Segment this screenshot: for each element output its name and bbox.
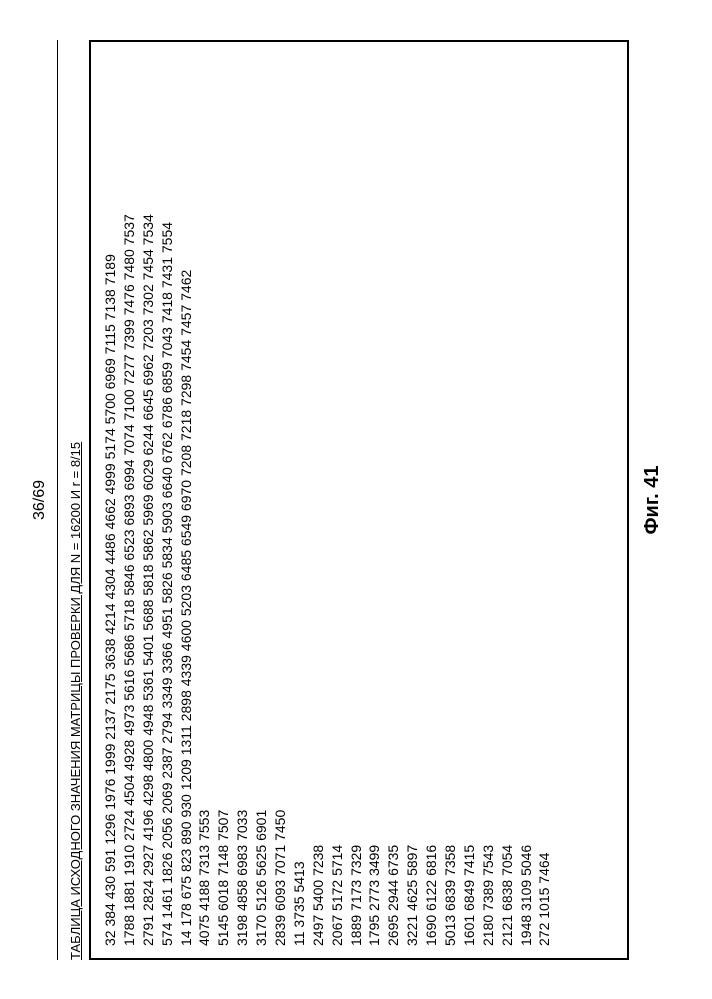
data-row: 1601 6849 7415 <box>460 54 479 946</box>
data-row: 14 178 675 823 890 930 1209 1311 2898 43… <box>177 54 196 946</box>
data-row: 32 384 430 591 1296 1976 1999 2137 2175 … <box>101 54 120 946</box>
data-row: 3170 5126 5625 6901 <box>252 54 271 946</box>
page-number: 36/69 <box>31 40 49 960</box>
data-row: 3198 4858 6983 7033 <box>233 54 252 946</box>
data-row: 574 1461 1826 2056 2069 2387 2794 3349 3… <box>158 54 177 946</box>
data-row: 1795 2773 3499 <box>365 54 384 946</box>
data-row: 1690 6122 6816 <box>422 54 441 946</box>
data-row: 2180 7389 7543 <box>479 54 498 946</box>
data-row: 11 3735 5413 <box>290 54 309 946</box>
data-row: 2497 5400 7238 <box>309 54 328 946</box>
data-row: 5145 6018 7148 7507 <box>214 54 233 946</box>
data-row: 2695 2944 6735 <box>384 54 403 946</box>
data-row: 2121 6838 7054 <box>498 54 517 946</box>
data-row: 5013 6839 7358 <box>441 54 460 946</box>
data-row: 2839 6093 7071 7450 <box>271 54 290 946</box>
data-row: 1948 3109 5046 <box>517 54 536 946</box>
data-row: 2791 2824 2927 4196 4298 4800 4948 5361 … <box>139 54 158 946</box>
data-row: 1788 1881 1910 2724 4504 4928 4973 5616 … <box>120 54 139 946</box>
data-row: 4075 4188 7313 7553 <box>195 54 214 946</box>
page-wrapper: 36/69 ТАБЛИЦА ИСХОДНОГО ЗНАЧЕНИЯ МАТРИЦЫ… <box>31 40 681 960</box>
data-content: 32 384 430 591 1296 1976 1999 2137 2175 … <box>101 54 554 946</box>
figure-label: Фиг. 41 <box>641 40 664 960</box>
data-row: 1889 7173 7329 <box>347 54 366 946</box>
data-row: 3221 4625 5897 <box>403 54 422 946</box>
data-row: 2067 5172 5714 <box>328 54 347 946</box>
data-row: 272 1015 7464 <box>535 54 554 946</box>
table-title: ТАБЛИЦА ИСХОДНОГО ЗНАЧЕНИЯ МАТРИЦЫ ПРОВЕ… <box>68 40 83 960</box>
header-line <box>57 40 58 960</box>
data-box: 32 384 430 591 1296 1976 1999 2137 2175 … <box>89 40 629 960</box>
